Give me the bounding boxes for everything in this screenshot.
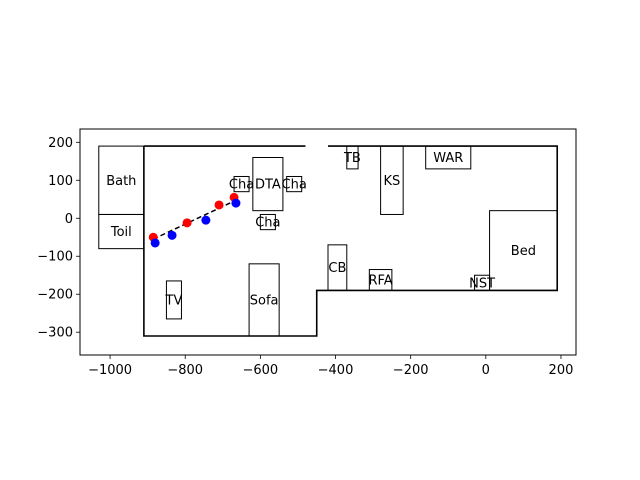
furniture-label: Bed bbox=[511, 244, 536, 259]
furniture-label: Cha bbox=[255, 216, 280, 231]
y-tick-label: 200 bbox=[48, 136, 73, 151]
furniture-label: Toil bbox=[110, 225, 132, 240]
y-axis-ticks: 200 100 0 −100 −200 −300 bbox=[37, 136, 80, 341]
points-layer bbox=[148, 192, 241, 248]
furniture-label: CB bbox=[328, 261, 346, 276]
room-boundary bbox=[143, 145, 559, 337]
x-tick-label: 0 bbox=[482, 363, 490, 378]
series-0-point bbox=[214, 200, 224, 210]
series-1-point bbox=[201, 215, 211, 225]
y-tick-label: −200 bbox=[37, 288, 73, 303]
x-tick-label: −400 bbox=[318, 363, 354, 378]
series-1-point bbox=[231, 198, 241, 208]
y-tick-label: 100 bbox=[48, 174, 73, 189]
series-1-point bbox=[150, 238, 160, 248]
furniture-label: Cha bbox=[282, 178, 307, 193]
furniture-label: TV bbox=[165, 293, 183, 308]
y-tick-label: −300 bbox=[37, 326, 73, 341]
furniture-label: Cha bbox=[229, 178, 254, 193]
x-tick-label: −1000 bbox=[88, 363, 132, 378]
x-tick-label: −200 bbox=[393, 363, 429, 378]
y-tick-label: 0 bbox=[65, 212, 73, 227]
furniture-box-cha bbox=[286, 175, 303, 193]
room-boundary-layer bbox=[143, 144, 559, 337]
furniture-label: KS bbox=[383, 174, 400, 189]
x-tick-label: −800 bbox=[167, 363, 203, 378]
furniture-label: WAR bbox=[433, 151, 463, 166]
series-0-point bbox=[182, 218, 192, 228]
y-tick-label: −100 bbox=[37, 250, 73, 265]
furniture-box-cha bbox=[233, 175, 250, 193]
plot-frame bbox=[79, 128, 577, 356]
furniture-label: DTA bbox=[255, 178, 281, 193]
x-tick-label: −600 bbox=[243, 363, 279, 378]
series-1-point bbox=[167, 230, 177, 240]
furniture-label: NST bbox=[469, 276, 495, 291]
furniture-label: Sofa bbox=[250, 293, 279, 308]
furniture-box-cha bbox=[259, 213, 276, 231]
furniture-label: RFA bbox=[368, 273, 392, 288]
furniture-box-dta bbox=[252, 156, 284, 212]
furniture-label: Bath bbox=[106, 174, 136, 189]
furniture-label: TB bbox=[343, 151, 361, 166]
furniture-box-tv bbox=[165, 280, 182, 320]
x-axis-ticks: −1000 −800 −600 −400 −200 0 200 bbox=[88, 355, 573, 378]
x-tick-label: 200 bbox=[549, 363, 574, 378]
